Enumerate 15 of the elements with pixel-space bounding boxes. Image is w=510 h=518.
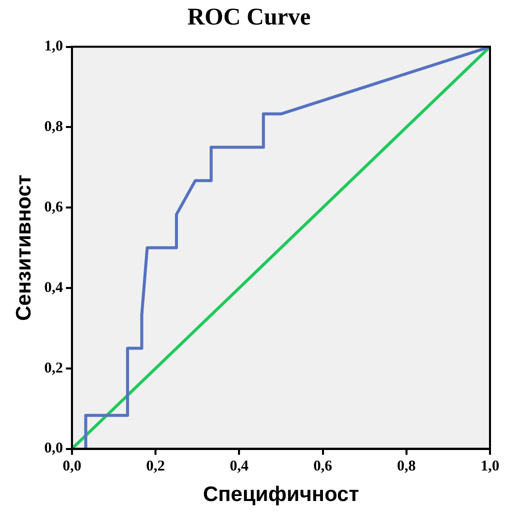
y-axis-title: Сензитивност [12,174,36,321]
x-tick-label: 0,8 [397,458,416,475]
chart-title: ROC Curve [187,4,311,31]
y-tick-label: 1,0 [44,38,63,55]
x-axis-title: Специфичност [202,483,359,506]
y-tick-label: 0,0 [44,440,63,457]
x-tick-label: 1,0 [480,458,500,475]
x-tick-label: 0,4 [230,458,250,475]
y-tick-label: 0,8 [44,119,63,136]
y-tick-label: 0,6 [44,199,64,216]
x-tick-label: 0,2 [146,458,165,475]
x-tick-label: 0,6 [313,458,333,475]
y-tick-label: 0,4 [44,280,64,296]
x-tick-label: 0,0 [62,458,82,475]
y-tick-label: 0,2 [44,360,63,376]
